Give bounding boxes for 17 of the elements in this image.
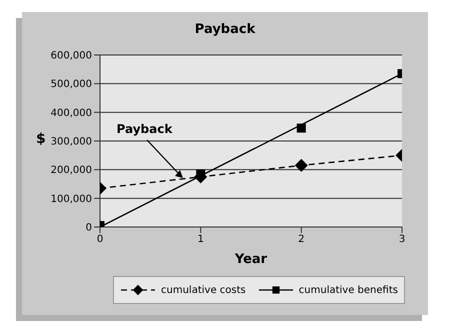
- y-tick-label: 300,000: [50, 136, 92, 148]
- x-tick-label: 0: [96, 234, 104, 246]
- x-tick-label: 2: [298, 234, 305, 246]
- x-axis-title: Year: [234, 252, 268, 267]
- annotation: Payback: [116, 122, 172, 136]
- y-tick-label: 0: [86, 222, 92, 234]
- y-tick-label: 100,000: [50, 194, 92, 205]
- legend-label: cumulative benefits: [298, 284, 398, 296]
- y-tick-label: 500,000: [50, 79, 92, 90]
- x-tick-label: 1: [197, 234, 204, 246]
- x-tick-label: 3: [398, 234, 406, 246]
- legend-label: cumulative costs: [161, 284, 246, 296]
- y-tick-label: 200,000: [50, 165, 92, 176]
- y-tick-label: 600,000: [50, 50, 92, 62]
- chart-title: Payback: [194, 22, 256, 37]
- y-tick-label: 400,000: [50, 108, 92, 119]
- y-axis-title: $: [36, 131, 46, 147]
